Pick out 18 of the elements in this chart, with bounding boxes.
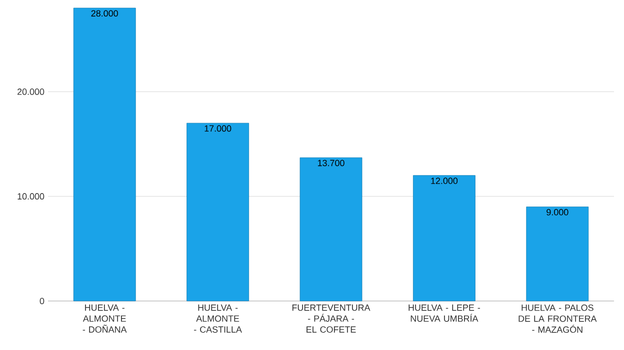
data-label: 9.000 [546, 209, 568, 216]
bar [413, 175, 476, 302]
x-tick-label: FUERTEVENTURA - PÁJARA - EL COFETE [292, 304, 370, 333]
data-label: 17.000 [204, 125, 232, 132]
y-tick-label: 0 [40, 298, 44, 304]
data-label: 13.700 [318, 160, 344, 166]
data-label: 28.000 [91, 10, 118, 17]
y-tick-label: 20.000 [18, 88, 44, 95]
bar [300, 157, 362, 302]
x-tick-label: HUELVA - ALMONTE - DOÑANA [82, 304, 127, 333]
data-label: 12.000 [431, 178, 458, 184]
x-tick-label: HUELVA - PALOS DE LA FRONTERA - MAZAGÓN [518, 304, 597, 333]
bar [186, 122, 249, 302]
bar [73, 8, 136, 302]
bar [526, 206, 589, 302]
x-tick-label: HUELVA - ALMONTE - CASTILLA [194, 304, 242, 333]
y-tick-label: 10.000 [18, 193, 44, 200]
x-tick-label: HUELVA - LEPE - NUEVA UMBRÍA [408, 304, 480, 322]
